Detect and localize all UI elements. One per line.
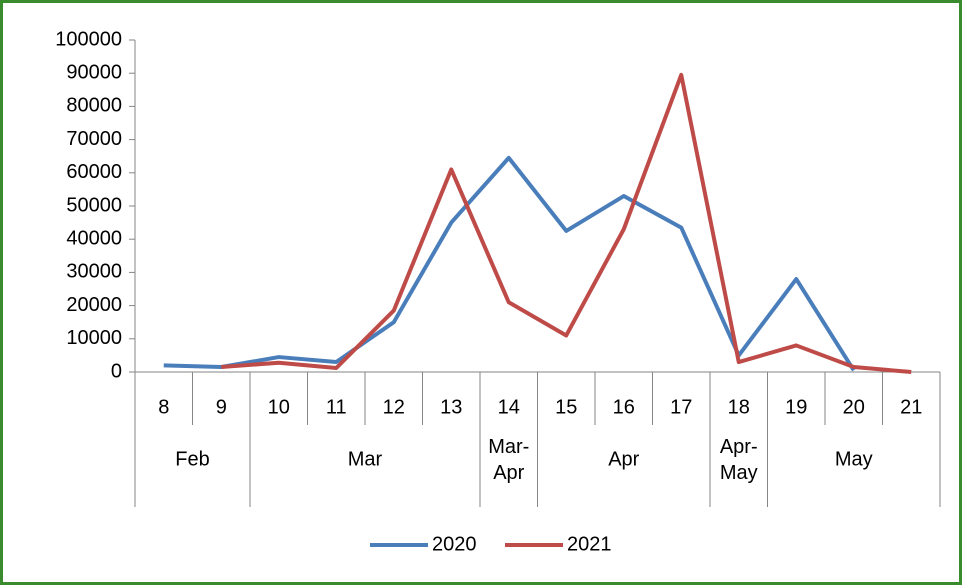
x-tick-label: 16: [613, 396, 635, 418]
x-tick-label: 20: [843, 396, 865, 418]
y-tick-label: 80000: [66, 95, 122, 117]
x-tick-label: 8: [158, 396, 169, 418]
x-tick-label: 18: [728, 396, 750, 418]
legend-label: 2020: [432, 533, 477, 555]
y-tick-label: 0: [111, 360, 122, 382]
x-tick-label: 17: [670, 396, 692, 418]
y-tick-label: 10000: [66, 327, 122, 349]
y-tick-label: 60000: [66, 161, 122, 183]
group-label: Mar-Apr: [488, 436, 529, 484]
x-tick-label: 12: [383, 396, 405, 418]
group-label: Mar: [348, 448, 383, 470]
group-label: Apr-May: [720, 436, 758, 484]
x-tick-label: 15: [555, 396, 577, 418]
legend-label: 2021: [567, 533, 612, 555]
x-tick-label: 13: [440, 396, 462, 418]
y-tick-label: 30000: [66, 261, 122, 283]
y-tick-label: 70000: [66, 128, 122, 150]
y-tick-label: 100000: [55, 28, 122, 50]
group-label: Feb: [175, 448, 209, 470]
y-tick-label: 40000: [66, 227, 122, 249]
y-tick-label: 50000: [66, 194, 122, 216]
x-tick-label: 14: [498, 396, 520, 418]
series-line: [221, 72, 912, 374]
x-tick-label: 9: [216, 396, 227, 418]
group-label: May: [835, 448, 873, 470]
x-tick-label: 19: [785, 396, 807, 418]
x-tick-label: 11: [326, 396, 347, 418]
x-tick-label: 10: [268, 396, 290, 418]
y-tick-label: 90000: [66, 61, 122, 83]
x-tick-label: 21: [900, 396, 922, 418]
y-tick-label: 20000: [66, 294, 122, 316]
group-label: Apr: [608, 448, 639, 470]
